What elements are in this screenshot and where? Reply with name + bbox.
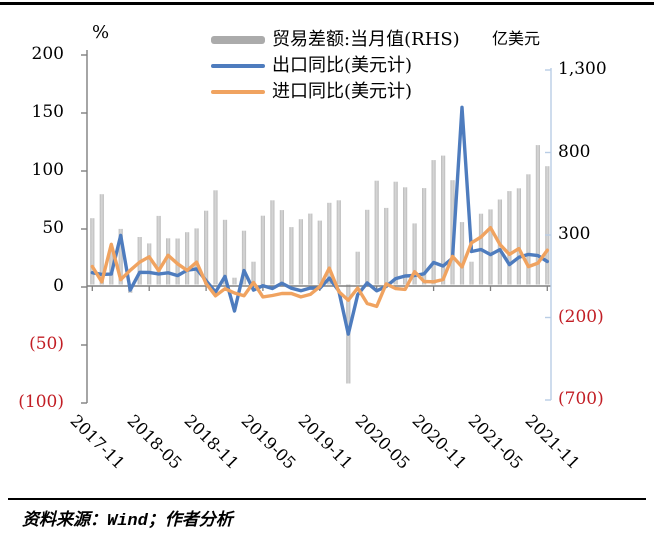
- right-axis-tick-label: 300: [558, 224, 591, 244]
- trade-balance-bar: [289, 227, 294, 285]
- trade-balance-bar: [279, 210, 284, 285]
- left-axis-tick-label: 150: [31, 102, 64, 122]
- trade-balance-bar: [374, 180, 379, 285]
- export-line-swatch: [211, 64, 265, 68]
- trade-balance-bar: [241, 230, 247, 285]
- left-axis-tick-label: (100): [18, 392, 64, 412]
- trade-balance-bar: [431, 160, 436, 285]
- legend-item-import: 进口同比(美元计): [211, 79, 460, 105]
- trade-balance-bar: [317, 220, 322, 285]
- trade-balance-bar: [507, 191, 512, 285]
- right-axis-tick-label: 800: [558, 141, 591, 162]
- trade-balance-bar: [204, 210, 209, 285]
- trade-balance-bar: [260, 215, 265, 285]
- trade-balance-bar: [526, 174, 531, 285]
- trade-balance-bar: [441, 155, 446, 285]
- trade-balance-bar: [384, 207, 389, 285]
- legend-label-export: 出口同比(美元计): [272, 55, 413, 76]
- left-axis-tick-label: (50): [29, 334, 64, 354]
- left-axis-title: %: [92, 22, 110, 43]
- left-axis-tick-label: 50: [42, 218, 64, 238]
- trade-balance-bar-swatch: [211, 36, 265, 44]
- trade-balance-bar: [147, 243, 152, 285]
- trade-balance-bar: [488, 209, 493, 285]
- trade-balance-bar: [516, 188, 521, 285]
- top-rule: [0, 2, 654, 5]
- trade-balance-bar: [90, 218, 95, 285]
- right-axis-title: 亿美元: [492, 29, 541, 48]
- trade-balance-bar: [336, 200, 341, 285]
- trade-balance-bar: [469, 261, 474, 285]
- trade-balance-bar: [270, 200, 275, 285]
- trade-balance-bar: [412, 223, 417, 285]
- trade-balance-bar: [403, 187, 408, 285]
- legend-item-trade-balance: 贸易差额:当月值(RHS): [211, 27, 460, 53]
- trade-balance-bar: [298, 219, 303, 285]
- trade-balance-bar: [365, 209, 370, 285]
- trade-balance-bar: [422, 188, 427, 285]
- trade-balance-bar: [175, 238, 180, 285]
- trade-balance-bar: [166, 238, 171, 285]
- trade-balance-bar: [327, 202, 332, 285]
- trade-balance-bar: [232, 277, 237, 285]
- trade-balance-bar: [251, 261, 256, 285]
- trade-balance-bar: [156, 215, 161, 285]
- trade-balance-bar: [99, 194, 104, 285]
- trade-balance-bar: [118, 228, 123, 285]
- trade-balance-bar: [459, 222, 465, 285]
- left-axis-tick-label: 0: [53, 276, 64, 296]
- legend-item-export: 出口同比(美元计): [211, 53, 460, 79]
- trade-balance-bar: [393, 181, 398, 285]
- right-axis-tick-label: (200): [558, 306, 604, 327]
- legend-label-import: 进口同比(美元计): [272, 81, 413, 102]
- import-line: [90, 225, 549, 309]
- legend-label-trade-balance: 贸易差额:当月值(RHS): [272, 29, 460, 50]
- trade-balance-bar: [185, 232, 190, 285]
- trade-balance-bar: [545, 166, 550, 285]
- right-axis-tick-label: 1,300: [558, 59, 607, 79]
- trade-balance-bar: [222, 219, 228, 285]
- bottom-rule: [8, 498, 646, 500]
- trade-balance-bar: [535, 145, 540, 285]
- right-axis-tick-label: (700): [558, 389, 604, 409]
- trade-balance-bar: [213, 190, 218, 285]
- import-line-swatch: [211, 90, 265, 94]
- left-axis-tick-label: 200: [31, 44, 64, 64]
- source-note: 资料来源：Wind；作者分析: [22, 512, 233, 531]
- trade-balance-bar: [194, 228, 199, 285]
- left-axis-tick-label: 100: [31, 160, 64, 180]
- legend: 贸易差额:当月值(RHS) 出口同比(美元计) 进口同比(美元计): [211, 27, 460, 105]
- trade-balance-bar: [308, 213, 313, 285]
- trade-balance-bar: [355, 251, 360, 285]
